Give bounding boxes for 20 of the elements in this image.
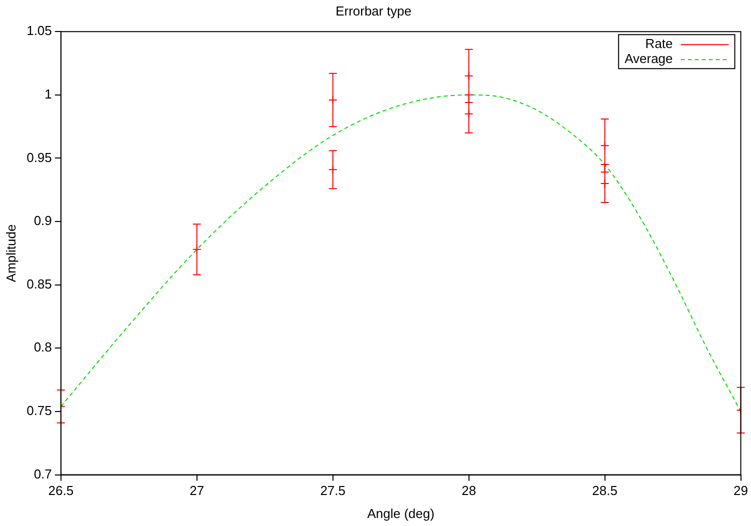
y-tick-label: 0.8 [34, 340, 52, 355]
y-tick-label: 0.95 [26, 150, 52, 165]
x-tick-label: 27.5 [320, 483, 346, 498]
y-tick-label: 0.7 [34, 466, 52, 482]
y-tick-label: 0.75 [26, 403, 52, 418]
x-axis-title: Angle (deg) [367, 506, 434, 521]
y-axis-title: Amplitude [3, 224, 18, 282]
legend-label: Rate [645, 36, 673, 52]
legend-label: Average [624, 51, 673, 66]
x-tick-label: 28.5 [592, 483, 618, 498]
chart-title: Errorbar type [336, 3, 412, 18]
y-tick-label: 1.05 [26, 23, 52, 38]
y-tick-label: 0.85 [26, 276, 52, 292]
y-tick-label: 0.9 [34, 213, 52, 228]
line-series [60, 94, 741, 412]
y-tick-label: 1 [44, 86, 52, 102]
x-tick-label: 28 [462, 483, 476, 498]
x-tick-label: 29 [734, 483, 748, 498]
x-tick-label: 27 [190, 483, 204, 498]
x-tick-label: 26.5 [48, 483, 74, 498]
